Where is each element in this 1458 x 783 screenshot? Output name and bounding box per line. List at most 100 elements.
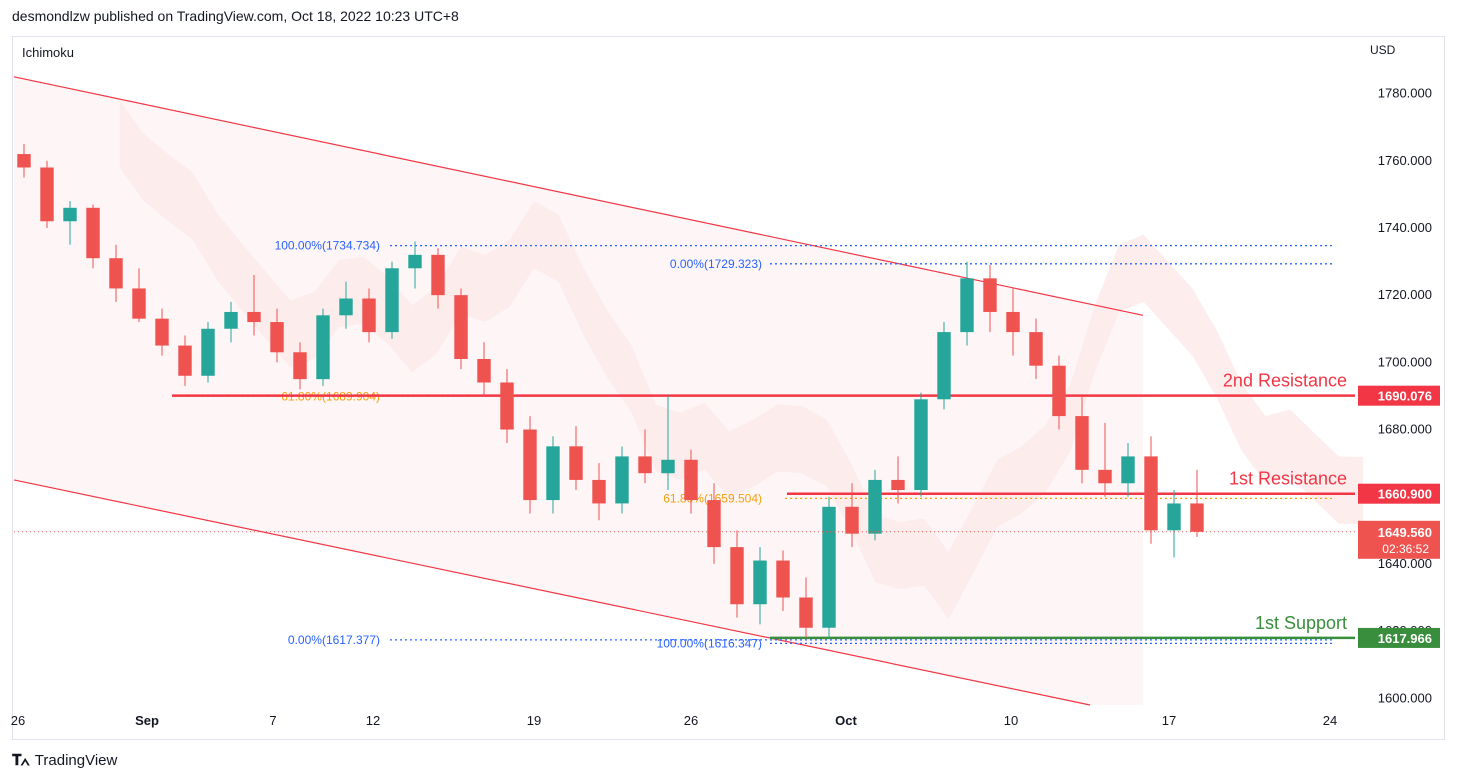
y-tick-label: 1760.000 xyxy=(1378,153,1432,168)
candle-body xyxy=(615,456,629,504)
level-price-tag xyxy=(1358,627,1440,648)
candle-body xyxy=(316,315,330,380)
candle-body xyxy=(1167,503,1181,531)
x-tick-label: 26 xyxy=(11,713,25,728)
candle-body xyxy=(569,446,583,480)
fib-level-label: 100.00%(1616.347) xyxy=(657,636,762,650)
candle-body xyxy=(661,459,675,474)
candle-body xyxy=(339,298,353,316)
candle-body xyxy=(477,358,491,383)
level-price-tag-text: 1690.076 xyxy=(1378,389,1432,404)
x-tick-label: 26 xyxy=(684,713,698,728)
publisher-header: desmondlzw published on TradingView.com,… xyxy=(12,8,459,24)
y-tick-label: 1780.000 xyxy=(1378,86,1432,101)
candle-body xyxy=(109,258,123,289)
candle-body xyxy=(132,288,146,319)
candle-body xyxy=(960,278,974,333)
y-tick-label: 1680.000 xyxy=(1378,422,1432,437)
candle-body xyxy=(17,154,31,168)
candle-body xyxy=(937,332,951,400)
candle-body xyxy=(1075,416,1089,470)
time-axis[interactable]: 26 Sep 7 12 19 26 Oct 10 17 24 xyxy=(11,713,1337,728)
candle-body xyxy=(63,207,77,222)
level-name-label: 1st Resistance xyxy=(1229,469,1347,489)
candle-body xyxy=(799,597,813,628)
candle-body xyxy=(1121,456,1135,484)
candle-body xyxy=(270,322,284,353)
y-tick-label: 1720.000 xyxy=(1378,287,1432,302)
current-price-text: 1649.560 xyxy=(1378,525,1432,540)
candle-body xyxy=(408,254,422,269)
candle-body xyxy=(684,459,698,501)
candle-body xyxy=(776,560,790,598)
x-tick-label: Sep xyxy=(135,713,159,728)
candle-body xyxy=(1052,365,1066,417)
candle-body xyxy=(293,352,307,380)
channel-fill xyxy=(14,76,1143,705)
candle-body xyxy=(431,254,445,296)
level-price-tag xyxy=(1358,385,1440,406)
candle-body xyxy=(362,298,376,333)
candle-body xyxy=(523,429,537,501)
x-tick-label: 17 xyxy=(1162,713,1176,728)
candle-body xyxy=(914,399,928,490)
y-tick-label: 1740.000 xyxy=(1378,220,1432,235)
candle-body xyxy=(1098,469,1112,484)
candle-body xyxy=(1006,311,1020,333)
candle-body xyxy=(546,446,560,501)
chart-frame xyxy=(12,36,1445,740)
candle-body xyxy=(178,345,192,376)
level-name-label: 2nd Resistance xyxy=(1223,371,1347,391)
channel-upper-line xyxy=(13,76,1144,316)
price-tags: 1690.076 1660.900 1617.966 1649.560 02:36:52 xyxy=(1358,385,1440,648)
candle-body xyxy=(891,479,905,490)
tradingview-logo-icon: 𝐓∧ xyxy=(12,752,30,769)
x-tick-label: 24 xyxy=(1323,713,1337,728)
candle-body xyxy=(155,318,169,346)
candle-body xyxy=(1144,456,1158,531)
x-tick-label: 19 xyxy=(527,713,541,728)
candle-body xyxy=(385,268,399,333)
candle-body xyxy=(707,500,721,548)
candle-body xyxy=(730,547,744,605)
candle-body xyxy=(638,456,652,474)
candle-body xyxy=(500,382,514,430)
x-tick-label: 12 xyxy=(366,713,380,728)
channel-lower-line xyxy=(13,479,1091,706)
fib-level-label: 0.00%(1617.377) xyxy=(288,633,380,647)
level-price-tag-text: 1617.966 xyxy=(1378,631,1432,646)
candle-body xyxy=(592,479,606,504)
level-price-tag-text: 1660.900 xyxy=(1378,487,1432,502)
y-tick-label: 1700.000 xyxy=(1378,354,1432,369)
candle-body xyxy=(86,207,100,259)
x-tick-label: 7 xyxy=(269,713,276,728)
candle-body xyxy=(983,278,997,312)
price-channel xyxy=(13,76,1144,706)
level-name-label: 1st Support xyxy=(1255,613,1347,633)
candle-body xyxy=(201,328,215,376)
footer-brand[interactable]: 𝐓∧ TradingView xyxy=(12,752,117,769)
brand-name: TradingView xyxy=(34,752,118,769)
candlestick-series xyxy=(14,143,1355,638)
fib-level-label: 0.00%(1729.323) xyxy=(670,257,762,271)
y-tick-label: 1600.000 xyxy=(1378,690,1432,705)
level-price-tag xyxy=(1358,483,1440,504)
currency-label[interactable]: USD xyxy=(1370,43,1396,57)
x-tick-label: Oct xyxy=(835,713,857,728)
candle-body xyxy=(822,506,836,628)
candle-body xyxy=(1190,503,1204,532)
candle-body xyxy=(868,479,882,534)
indicator-label[interactable]: Ichimoku xyxy=(22,45,75,60)
candle-body xyxy=(753,560,767,605)
x-tick-label: 10 xyxy=(1004,713,1018,728)
countdown-text: 02:36:52 xyxy=(1382,542,1429,556)
candle-body xyxy=(40,167,54,222)
fib-level-label: 100.00%(1734.734) xyxy=(275,239,380,253)
y-tick-label: 1640.000 xyxy=(1378,556,1432,571)
candle-body xyxy=(1029,332,1043,366)
current-price-tag xyxy=(1358,520,1440,559)
candle-body xyxy=(224,311,238,329)
candle-body xyxy=(454,295,468,359)
candle-body xyxy=(845,506,859,534)
